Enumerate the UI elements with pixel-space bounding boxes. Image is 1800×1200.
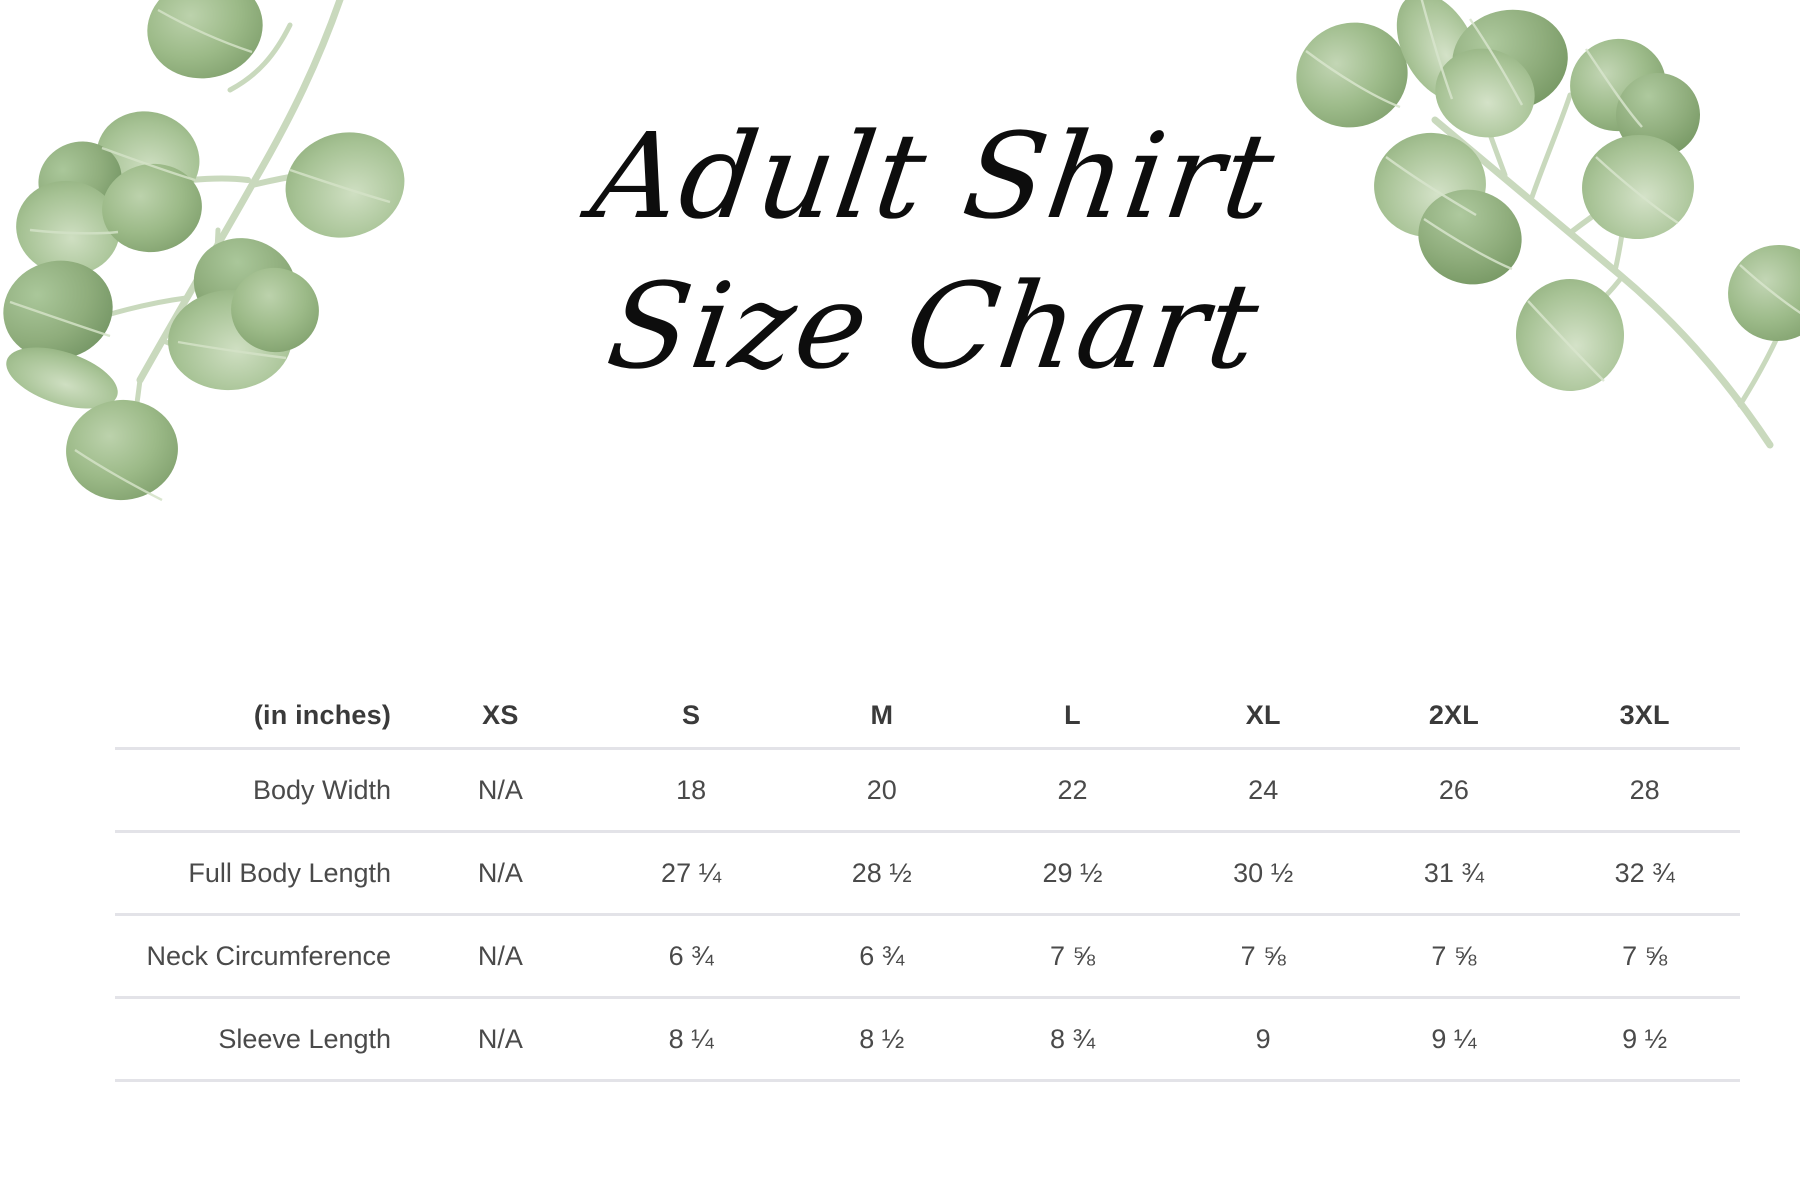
row-label-sleeve-length: Sleeve Length bbox=[218, 1023, 392, 1054]
title-line-1-text: Adult Shirt bbox=[574, 108, 1283, 245]
table-row: Neck Circumference N/A 6 ¾ 6 ¾ 7 ⅝ 7 ⅝ 7… bbox=[115, 914, 1740, 998]
cell-body-width-xl: 24 bbox=[1248, 774, 1279, 805]
table-row: Body Width N/A 18 20 22 24 26 28 bbox=[115, 748, 1740, 832]
row-label-neck-circumference: Neck Circumference bbox=[146, 940, 392, 971]
column-header-m: M bbox=[870, 699, 894, 730]
title-line-2: Size Chart bbox=[0, 255, 1800, 410]
cell-body-width-3xl: 28 bbox=[1629, 774, 1660, 805]
size-chart-table: (in inches) XS S M L XL 2XL 3XL Body Wid… bbox=[115, 683, 1740, 1082]
cell-neck-circumference-xl: 7 ⅝ bbox=[1240, 940, 1286, 971]
cell-sleeve-length-xl: 9 bbox=[1255, 1023, 1271, 1054]
column-header-2xl: 2XL bbox=[1428, 699, 1479, 730]
cell-neck-circumference-2xl: 7 ⅝ bbox=[1431, 940, 1477, 971]
column-header-s: S bbox=[681, 699, 701, 730]
cell-full-body-length-xl: 30 ½ bbox=[1233, 857, 1294, 888]
title-line-1: Adult Shirt bbox=[0, 105, 1800, 255]
column-header-xs: XS bbox=[482, 699, 519, 730]
cell-sleeve-length-2xl: 9 ¼ bbox=[1431, 1023, 1477, 1054]
cell-full-body-length-s: 27 ¼ bbox=[661, 857, 722, 888]
cell-body-width-l: 22 bbox=[1057, 774, 1088, 805]
cell-full-body-length-xs: N/A bbox=[477, 857, 523, 888]
cell-full-body-length-2xl: 31 ¾ bbox=[1423, 857, 1484, 888]
cell-full-body-length-l: 29 ½ bbox=[1042, 857, 1103, 888]
cell-neck-circumference-xs: N/A bbox=[477, 940, 523, 971]
cell-sleeve-length-s: 8 ¼ bbox=[668, 1023, 714, 1054]
cell-body-width-xs: N/A bbox=[477, 774, 523, 805]
cell-body-width-m: 20 bbox=[866, 774, 897, 805]
table-row: Sleeve Length N/A 8 ¼ 8 ½ 8 ¾ 9 9 ¼ 9 ½ bbox=[115, 997, 1740, 1081]
table-header-row: (in inches) XS S M L XL 2XL 3XL bbox=[115, 683, 1740, 749]
cell-neck-circumference-3xl: 7 ⅝ bbox=[1622, 940, 1668, 971]
table-row: Full Body Length N/A 27 ¼ 28 ½ 29 ½ 30 ½… bbox=[115, 831, 1740, 915]
cell-sleeve-length-3xl: 9 ½ bbox=[1622, 1023, 1668, 1054]
cell-body-width-2xl: 26 bbox=[1438, 774, 1469, 805]
cell-neck-circumference-m: 6 ¾ bbox=[859, 940, 905, 971]
column-header-3xl: 3XL bbox=[1619, 699, 1670, 730]
cell-sleeve-length-l: 8 ¾ bbox=[1049, 1023, 1096, 1054]
cell-full-body-length-3xl: 32 ¾ bbox=[1614, 857, 1675, 888]
cell-sleeve-length-m: 8 ½ bbox=[859, 1023, 905, 1054]
cell-body-width-s: 18 bbox=[676, 774, 707, 805]
column-header-l: L bbox=[1064, 699, 1081, 730]
row-label-body-width: Body Width bbox=[252, 774, 392, 805]
column-header-xl: XL bbox=[1245, 699, 1281, 730]
row-label-full-body-length: Full Body Length bbox=[188, 857, 392, 888]
title-line-2-text: Size Chart bbox=[600, 258, 1268, 395]
column-header-unit: (in inches) bbox=[253, 699, 392, 730]
cell-neck-circumference-l: 7 ⅝ bbox=[1049, 940, 1096, 971]
page-title: Adult Shirt Size Chart bbox=[0, 105, 1800, 410]
size-chart-table-container: (in inches) XS S M L XL 2XL 3XL Body Wid… bbox=[115, 683, 1740, 1082]
cell-sleeve-length-xs: N/A bbox=[477, 1023, 523, 1054]
cell-full-body-length-m: 28 ½ bbox=[851, 857, 912, 888]
cell-neck-circumference-s: 6 ¾ bbox=[668, 940, 714, 971]
